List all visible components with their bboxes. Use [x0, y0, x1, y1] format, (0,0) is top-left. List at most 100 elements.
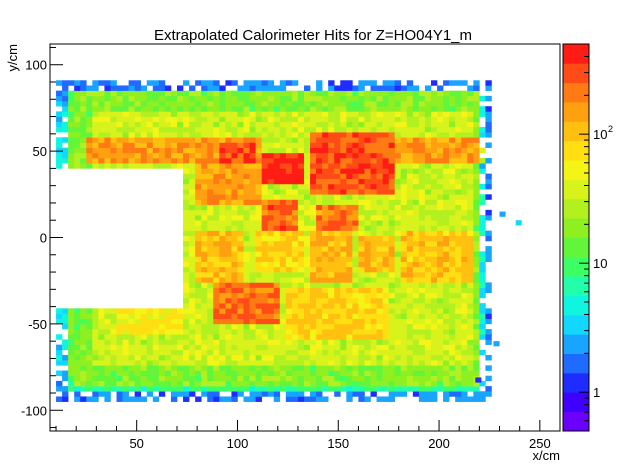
heatmap-cell — [352, 386, 359, 392]
heatmap-cell — [116, 106, 123, 112]
heatmap-cell — [443, 256, 450, 262]
heatmap-cell — [328, 334, 335, 340]
heatmap-cell — [437, 323, 444, 330]
heatmap-cell — [370, 365, 377, 371]
heatmap-cell — [430, 95, 438, 102]
heatmap-cell — [261, 292, 269, 299]
heatmap-cell — [316, 137, 323, 143]
heatmap-cell — [364, 339, 371, 345]
heatmap-cell — [231, 163, 238, 169]
heatmap-cell — [86, 152, 93, 159]
heatmap-cell — [437, 282, 444, 288]
heatmap-cell — [201, 204, 208, 211]
heatmap-cell — [207, 277, 214, 283]
heatmap-cell — [231, 225, 238, 231]
heatmap-cell — [443, 142, 450, 148]
heatmap-cell — [449, 323, 456, 330]
heatmap-cell — [303, 230, 311, 237]
heatmap-cell — [201, 292, 208, 299]
heatmap-cell — [273, 266, 281, 273]
heatmap-cell — [152, 142, 160, 148]
heatmap-cell — [237, 199, 244, 205]
heatmap-cell — [400, 173, 408, 180]
heatmap-cell — [461, 391, 468, 397]
heatmap-cell — [310, 344, 317, 351]
heatmap-cell — [340, 194, 347, 200]
heatmap-cell — [225, 282, 232, 288]
heatmap-cell — [430, 308, 438, 314]
heatmap-cell — [92, 147, 99, 154]
heatmap-cell — [430, 101, 438, 107]
heatmap-cell — [467, 230, 474, 237]
heatmap-cell — [406, 235, 414, 242]
heatmap-cell — [388, 199, 396, 205]
heatmap-cell — [291, 391, 299, 397]
heatmap-cell — [455, 370, 462, 377]
heatmap-cell — [134, 323, 142, 330]
heatmap-cell — [285, 199, 293, 205]
heatmap-cell — [146, 344, 154, 351]
heatmap-cell — [382, 199, 389, 205]
heatmap-cell — [376, 251, 383, 257]
heatmap-cell — [207, 303, 214, 309]
heatmap-cell — [207, 308, 214, 314]
heatmap-cell — [370, 220, 377, 226]
heatmap-cell — [177, 360, 184, 366]
heatmap-cell — [443, 329, 450, 335]
heatmap-cell — [376, 240, 383, 247]
heatmap-cell — [237, 95, 244, 102]
heatmap-cell — [231, 101, 238, 107]
heatmap-cell — [56, 396, 63, 402]
heatmap-cell — [437, 308, 444, 314]
heatmap-cell — [467, 158, 474, 164]
heatmap-cell — [455, 360, 462, 366]
heatmap-cell — [177, 334, 184, 340]
heatmap-cell — [249, 246, 256, 252]
heatmap-cell — [316, 178, 323, 185]
heatmap-cell — [443, 287, 450, 294]
heatmap-cell — [255, 225, 262, 231]
heatmap-cell — [201, 318, 208, 325]
heatmap-cell — [80, 339, 87, 345]
heatmap-cell — [322, 323, 329, 330]
heatmap-cell — [473, 287, 480, 294]
heatmap-cell — [261, 158, 269, 164]
heatmap-cell — [394, 375, 402, 382]
heatmap-cell — [316, 240, 323, 247]
heatmap-cell — [358, 308, 365, 314]
heatmap-cell — [412, 251, 420, 257]
heatmap-cell — [346, 80, 353, 86]
heatmap-cell — [177, 370, 184, 377]
heatmap-cell — [406, 380, 414, 387]
heatmap-cell — [303, 386, 311, 392]
heatmap-cell — [473, 334, 480, 340]
heatmap-cell — [424, 111, 432, 117]
heatmap-cell — [219, 101, 226, 107]
heatmap-cell — [455, 194, 462, 200]
heatmap-cell — [400, 329, 408, 335]
heatmap-cell — [104, 349, 111, 356]
heatmap-cell — [207, 292, 214, 299]
heatmap-cell — [164, 158, 172, 164]
heatmap-cell — [437, 318, 444, 325]
heatmap-cell — [62, 313, 69, 319]
heatmap-cell — [473, 173, 480, 180]
heatmap-cell — [461, 339, 468, 345]
heatmap-cell — [219, 261, 226, 268]
heatmap-cell — [406, 230, 414, 237]
heatmap-cell — [195, 101, 202, 107]
heatmap-cell — [146, 90, 154, 97]
heatmap-cell — [394, 209, 402, 216]
heatmap-cell — [430, 121, 438, 128]
heatmap-cell — [80, 85, 87, 91]
heatmap-cell — [412, 220, 420, 226]
heatmap-cell — [449, 116, 456, 123]
heatmap-cell — [249, 111, 256, 117]
heatmap-cell — [195, 194, 202, 200]
heatmap-cell — [467, 313, 474, 319]
heatmap-cell — [291, 360, 299, 366]
heatmap-cell — [461, 313, 468, 319]
heatmap-cell — [183, 95, 190, 102]
heatmap-cell — [146, 101, 154, 107]
